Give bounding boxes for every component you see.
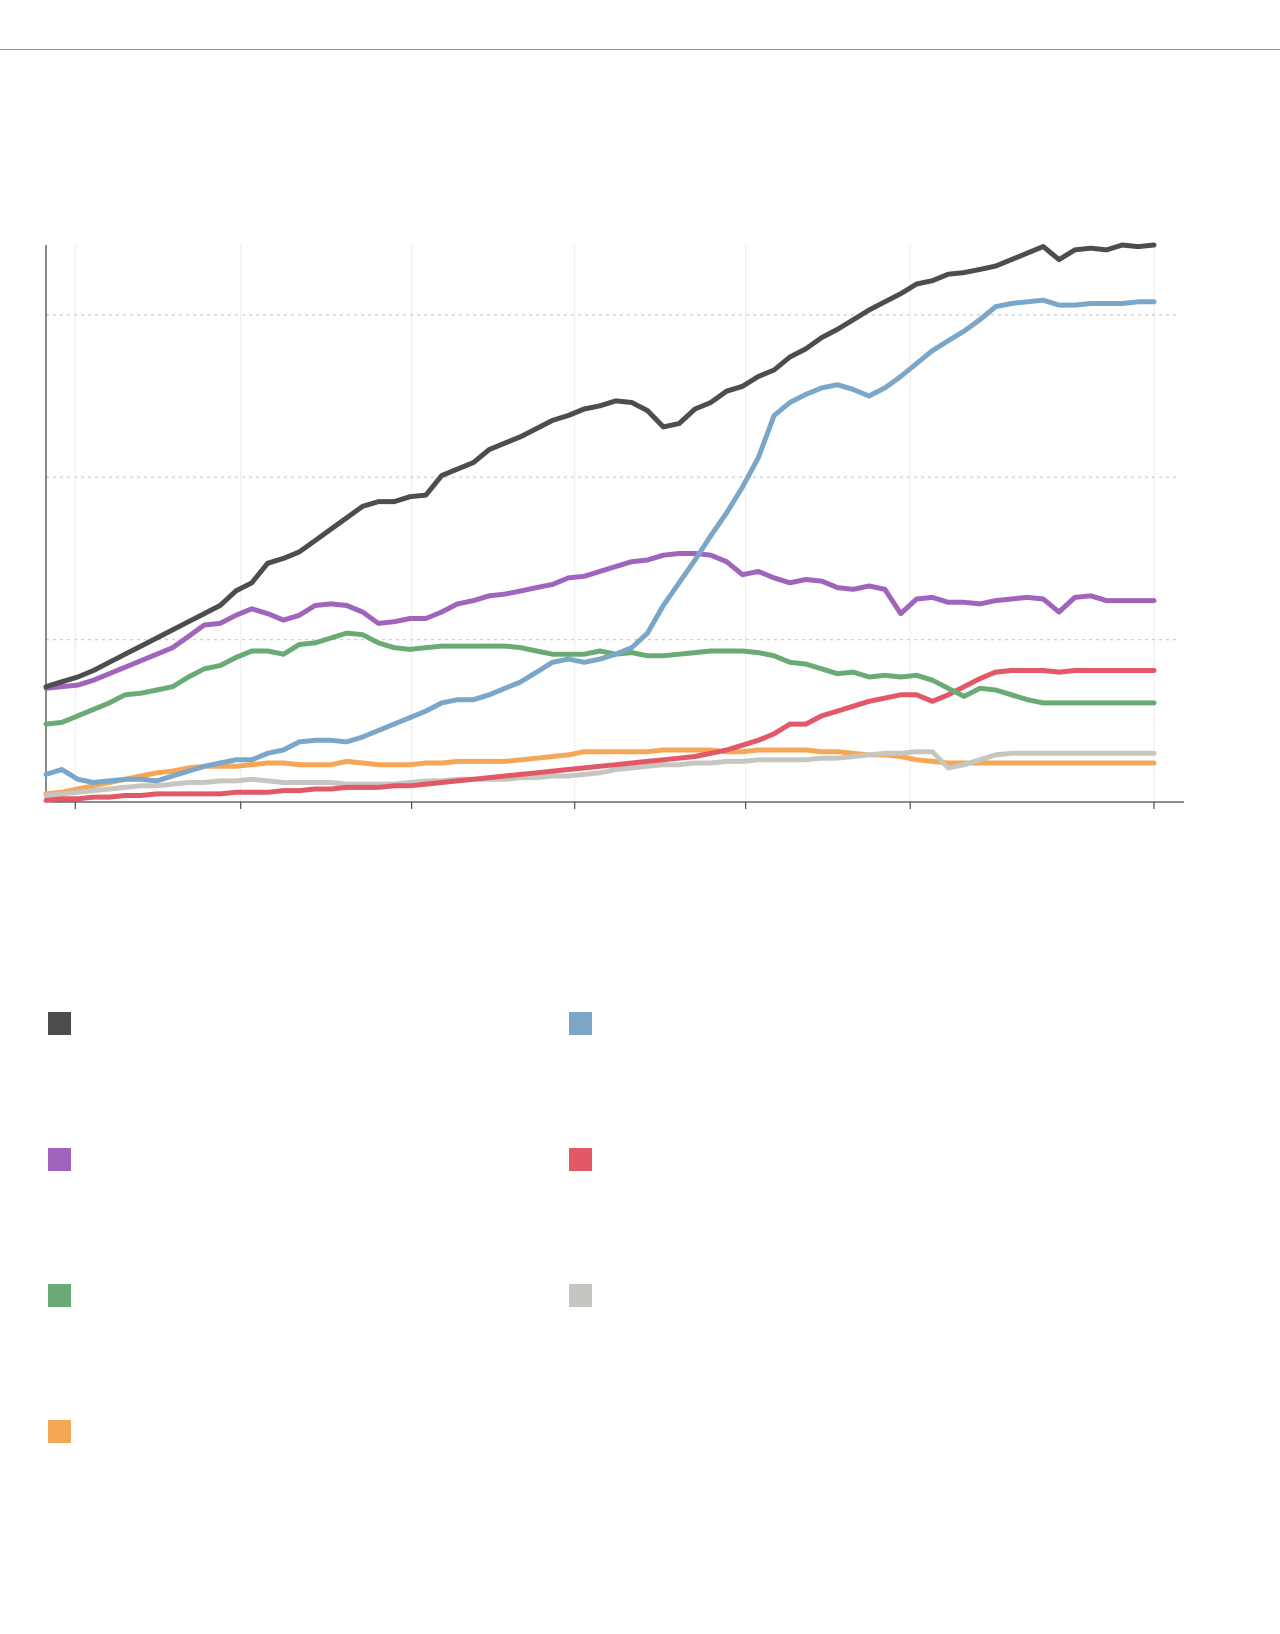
legend-item-2 <box>48 1147 71 1171</box>
legend-item-5 <box>569 1283 592 1307</box>
series-line-3 <box>43 668 1157 803</box>
series-lines <box>43 242 1157 803</box>
x-axis-ticks <box>74 802 1155 809</box>
legend-swatch-2 <box>48 1147 71 1171</box>
legend-swatch-1 <box>569 1011 592 1035</box>
chart-legend <box>48 1011 1148 1491</box>
legend-item-6 <box>48 1419 71 1443</box>
legend-swatch-6 <box>48 1419 71 1443</box>
legend-item-1 <box>569 1011 592 1035</box>
axes <box>45 245 1184 803</box>
series-line-4 <box>43 630 1157 727</box>
vertical-gridlines <box>74 245 1155 802</box>
legend-swatch-0 <box>48 1011 71 1035</box>
legend-item-4 <box>48 1283 71 1307</box>
series-line-0 <box>43 242 1157 690</box>
legend-item-3 <box>569 1147 592 1171</box>
legend-swatch-5 <box>569 1283 592 1307</box>
legend-swatch-4 <box>48 1283 71 1307</box>
legend-swatch-3 <box>569 1147 592 1171</box>
series-line-2 <box>43 551 1157 691</box>
top-divider <box>0 49 1280 50</box>
series-line-5 <box>43 749 1157 798</box>
legend-item-0 <box>48 1011 71 1035</box>
series-line-1 <box>43 297 1157 785</box>
horizontal-gridlines <box>46 314 1178 641</box>
